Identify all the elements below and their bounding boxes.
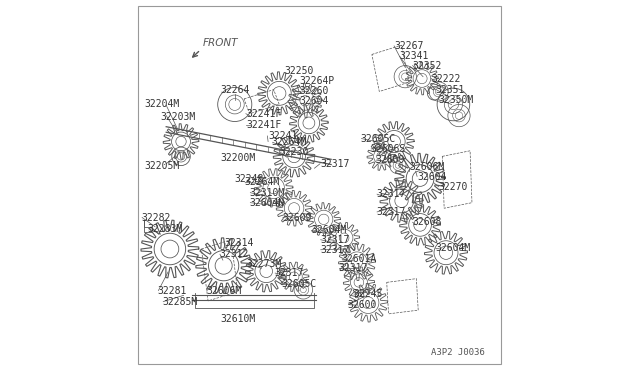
Text: 32314: 32314 xyxy=(225,238,253,248)
Text: 32604: 32604 xyxy=(299,96,328,106)
Text: 32264P: 32264P xyxy=(299,76,334,86)
Text: 32310M: 32310M xyxy=(250,187,285,198)
Text: 32608: 32608 xyxy=(412,217,442,227)
Text: 32222: 32222 xyxy=(431,74,461,84)
Text: 32241F: 32241F xyxy=(246,120,281,130)
Text: 32604M: 32604M xyxy=(312,225,347,235)
Text: 32317: 32317 xyxy=(376,189,406,199)
Text: 32600: 32600 xyxy=(348,299,377,310)
Text: 32606M: 32606M xyxy=(206,286,241,295)
Text: 32312: 32312 xyxy=(219,249,248,259)
Text: 32317: 32317 xyxy=(275,268,304,278)
Text: 32264M: 32264M xyxy=(272,137,307,147)
Text: 32245: 32245 xyxy=(353,289,383,299)
Text: 32317: 32317 xyxy=(320,159,349,169)
Text: 32241: 32241 xyxy=(268,131,298,141)
Text: 32605C: 32605C xyxy=(281,279,316,289)
Text: 32604: 32604 xyxy=(417,172,447,182)
Text: 32610M: 32610M xyxy=(220,314,255,324)
Text: 32609: 32609 xyxy=(282,212,312,222)
Text: 32248: 32248 xyxy=(235,174,264,184)
Text: FRONT: FRONT xyxy=(202,38,238,48)
Text: 32267: 32267 xyxy=(394,41,424,51)
Text: A3P2 J0036: A3P2 J0036 xyxy=(431,348,485,357)
Text: 32204M: 32204M xyxy=(144,99,179,109)
Text: 32241F: 32241F xyxy=(246,109,281,119)
Text: 32606M: 32606M xyxy=(409,162,444,172)
Text: 32350M: 32350M xyxy=(438,95,474,105)
Text: 32604M: 32604M xyxy=(435,243,470,253)
Text: 32605C: 32605C xyxy=(361,134,396,144)
Text: 32317: 32317 xyxy=(339,263,368,273)
Text: 32281: 32281 xyxy=(157,286,187,295)
Text: 32317: 32317 xyxy=(320,235,349,245)
Text: 32285M: 32285M xyxy=(163,296,198,307)
Text: 32604N: 32604N xyxy=(250,198,285,208)
Text: 32609: 32609 xyxy=(376,155,405,165)
Text: 32200M: 32200M xyxy=(220,153,255,163)
Text: 32273M: 32273M xyxy=(246,259,282,269)
Text: 32250: 32250 xyxy=(285,66,314,76)
Text: 32282: 32282 xyxy=(141,212,171,222)
Text: 32230: 32230 xyxy=(279,147,308,157)
Text: 32606S: 32606S xyxy=(371,144,406,154)
Text: 32283M: 32283M xyxy=(148,224,183,234)
Text: 32601A: 32601A xyxy=(342,254,377,264)
Text: 32270: 32270 xyxy=(438,182,468,192)
Text: 32205M: 32205M xyxy=(144,161,179,171)
Text: 32351: 32351 xyxy=(435,85,464,94)
Text: 32264M: 32264M xyxy=(244,177,279,187)
Text: 32203M: 32203M xyxy=(161,112,196,122)
Text: 32352: 32352 xyxy=(413,61,442,71)
Text: 32264: 32264 xyxy=(220,85,250,94)
Text: 32260: 32260 xyxy=(299,86,328,96)
Text: 32317: 32317 xyxy=(320,245,349,255)
Text: 32317: 32317 xyxy=(376,207,406,217)
Text: 32341: 32341 xyxy=(400,51,429,61)
